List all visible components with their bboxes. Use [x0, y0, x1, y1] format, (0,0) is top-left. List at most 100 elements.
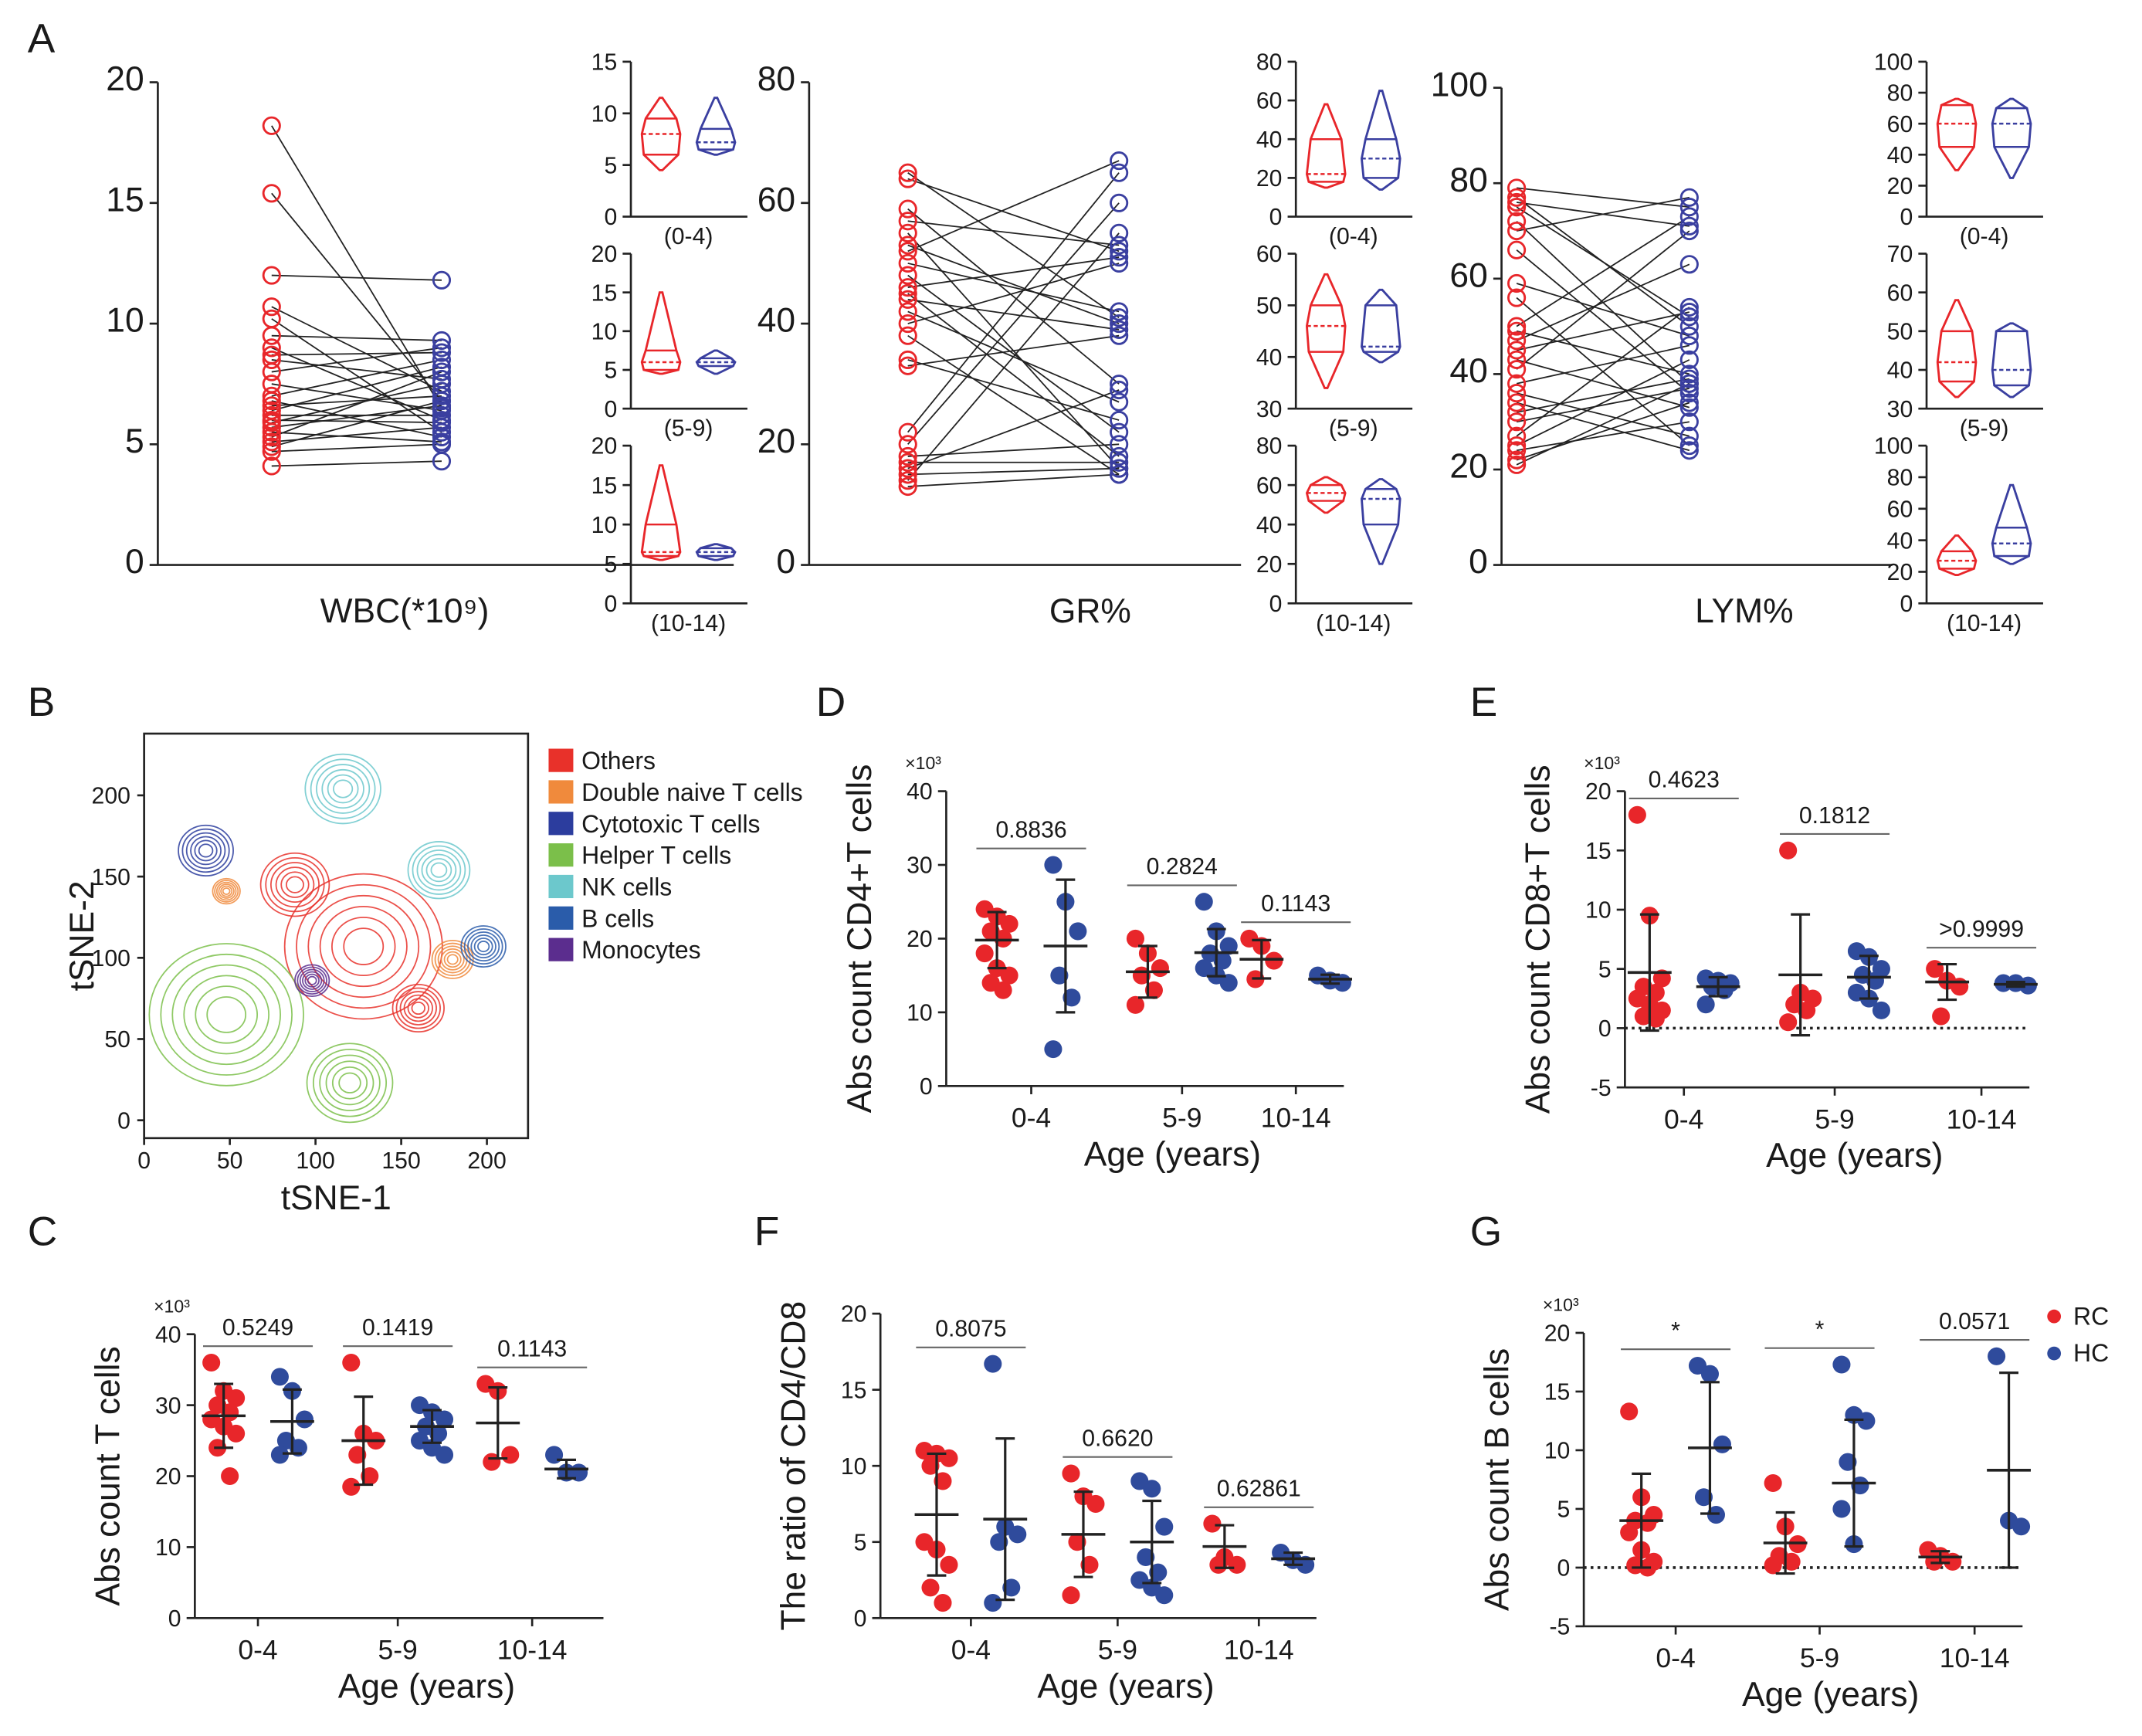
y-tick-label: 5	[125, 422, 144, 460]
point	[1507, 188, 1527, 207]
y-tick-label: 40	[1887, 358, 1913, 384]
plot-frame	[143, 732, 530, 1140]
y-tick-label: 10	[591, 319, 618, 344]
pair-line	[271, 366, 442, 412]
y-tick-label: 80	[1887, 81, 1913, 107]
multiplier: ×10³	[905, 753, 941, 773]
p-value: 0.5249	[222, 1315, 293, 1341]
y-tick-label: -5	[1550, 1615, 1571, 1640]
y-axis-label: tSNE-2	[63, 880, 101, 991]
point	[1110, 459, 1129, 478]
point	[1679, 441, 1699, 460]
y-tick-label: 0	[604, 592, 617, 617]
point	[1646, 1009, 1665, 1028]
pair-line	[1516, 311, 1690, 351]
contour	[171, 964, 281, 1066]
pair-line	[1516, 421, 1690, 452]
y-tick-label: 60	[1256, 242, 1283, 267]
point	[898, 163, 917, 182]
contour	[327, 774, 359, 804]
y-tick-label: 10	[591, 101, 618, 127]
y-tick-label: 20	[1256, 166, 1283, 192]
x-tick-label: 10-14	[1940, 1643, 2010, 1673]
point	[1507, 317, 1527, 336]
point	[1652, 969, 1671, 988]
point	[1000, 966, 1018, 985]
pair-line	[1516, 392, 1690, 437]
point	[545, 1446, 564, 1464]
point	[1679, 350, 1699, 369]
contour	[220, 885, 233, 897]
point	[1679, 307, 1699, 327]
contour	[412, 845, 466, 895]
violin	[1991, 483, 2032, 565]
point	[1507, 321, 1527, 341]
contour	[399, 991, 437, 1026]
y-tick-label: 10	[591, 513, 618, 538]
point	[262, 362, 281, 381]
contour	[280, 871, 310, 898]
point	[984, 1594, 1002, 1612]
y-tick-label: 20	[907, 927, 933, 952]
point	[1069, 922, 1087, 941]
point	[1110, 435, 1129, 454]
y-tick-label: 15	[591, 280, 618, 306]
point	[361, 1466, 379, 1486]
point	[898, 471, 917, 490]
y-tick-label: 15	[1585, 839, 1612, 864]
y-tick-label: 40	[1887, 528, 1913, 554]
point	[1679, 188, 1699, 207]
x-axis-label: Age (years)	[1766, 1137, 1943, 1175]
point	[1679, 302, 1699, 322]
pair-line	[907, 202, 1120, 445]
pair-line	[907, 389, 1120, 470]
pair-line	[271, 347, 442, 373]
point	[435, 1446, 454, 1464]
y-tick-label: 80	[1449, 161, 1487, 199]
point	[432, 386, 452, 405]
contour	[440, 948, 465, 971]
point	[940, 1555, 958, 1574]
y-tick-label: 15	[591, 473, 618, 499]
point	[1779, 841, 1798, 860]
point	[898, 290, 917, 309]
contour	[411, 1001, 425, 1015]
point	[432, 343, 452, 362]
point	[1507, 273, 1527, 293]
y-tick-label: 60	[1887, 497, 1913, 522]
legend-label: RC	[2073, 1302, 2109, 1330]
violin	[640, 97, 682, 171]
point	[270, 1446, 289, 1464]
point	[1507, 384, 1527, 403]
point	[262, 391, 281, 411]
panel-label: F	[754, 1209, 780, 1254]
point	[1507, 221, 1527, 241]
y-tick-label: 150	[92, 865, 130, 890]
x-tick-label: 5-9	[1098, 1635, 1137, 1666]
y-tick-label: 10	[907, 1001, 933, 1026]
y-tick-label: 100	[92, 946, 130, 971]
point	[1679, 378, 1699, 398]
violin	[1361, 478, 1401, 565]
pair-line	[271, 419, 442, 424]
contour	[403, 994, 433, 1022]
point	[1507, 341, 1527, 360]
y-tick-label: 50	[1256, 293, 1283, 319]
y-tick-label: 100	[1874, 434, 1913, 459]
contour	[446, 954, 459, 965]
point	[1110, 446, 1129, 466]
point	[984, 1355, 1002, 1373]
point	[898, 199, 917, 219]
pair-line	[907, 473, 1120, 487]
x-axis-label: tSNE-1	[281, 1179, 391, 1217]
point	[1002, 1578, 1021, 1597]
y-tick-label: 5	[1598, 957, 1612, 982]
point	[1507, 288, 1527, 307]
point	[262, 297, 281, 317]
pair-line	[271, 359, 442, 397]
point	[1679, 326, 1699, 346]
pair-line	[907, 160, 1120, 253]
contour	[407, 998, 429, 1019]
contour	[463, 928, 503, 965]
point	[1000, 914, 1018, 933]
